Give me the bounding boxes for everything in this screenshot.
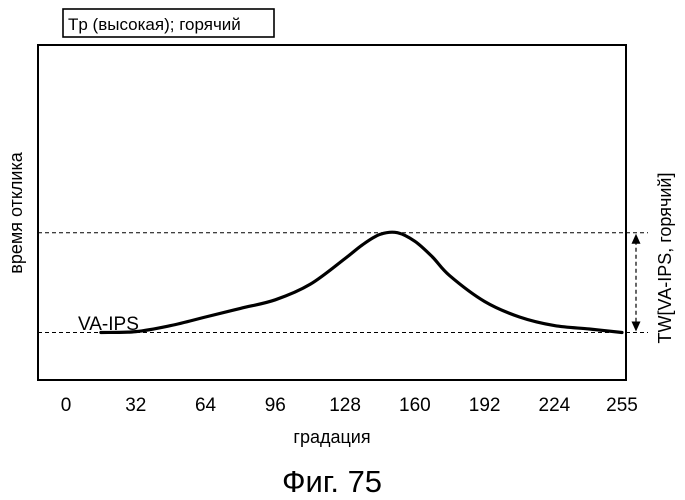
figure-canvas: Tp (высокая); горячий VA-IPS TW[VA-IPS, … bbox=[0, 0, 685, 500]
x-tick-label: 128 bbox=[329, 395, 361, 416]
tw-arrow-up-icon bbox=[632, 234, 641, 244]
x-tick-label: 192 bbox=[469, 395, 501, 416]
x-tick-labels: 0 32 64 96 128 160 192 224 255 bbox=[61, 395, 638, 416]
series-line-va-ips bbox=[101, 232, 622, 332]
tw-arrow-down-icon bbox=[632, 321, 641, 331]
x-tick-label: 96 bbox=[265, 395, 286, 416]
x-tick-label: 32 bbox=[125, 395, 146, 416]
series-label-va-ips: VA-IPS bbox=[78, 314, 139, 335]
chart-title: Tp (высокая); горячий bbox=[68, 15, 241, 34]
figure-caption: Фиг. 75 bbox=[282, 464, 382, 499]
tw-span-arrow bbox=[632, 234, 641, 332]
x-tick-label: 224 bbox=[539, 395, 571, 416]
x-axis-label: градация bbox=[293, 427, 370, 447]
tw-span-label: TW[VA-IPS, горячий] bbox=[655, 173, 675, 344]
chart-title-box: Tp (высокая); горячий bbox=[63, 9, 274, 37]
x-tick-label: 160 bbox=[399, 395, 431, 416]
x-tick-label: 255 bbox=[606, 395, 638, 416]
y-axis-label: время отклика bbox=[6, 151, 26, 273]
x-tick-label: 64 bbox=[195, 395, 217, 416]
x-tick-label: 0 bbox=[61, 395, 72, 416]
